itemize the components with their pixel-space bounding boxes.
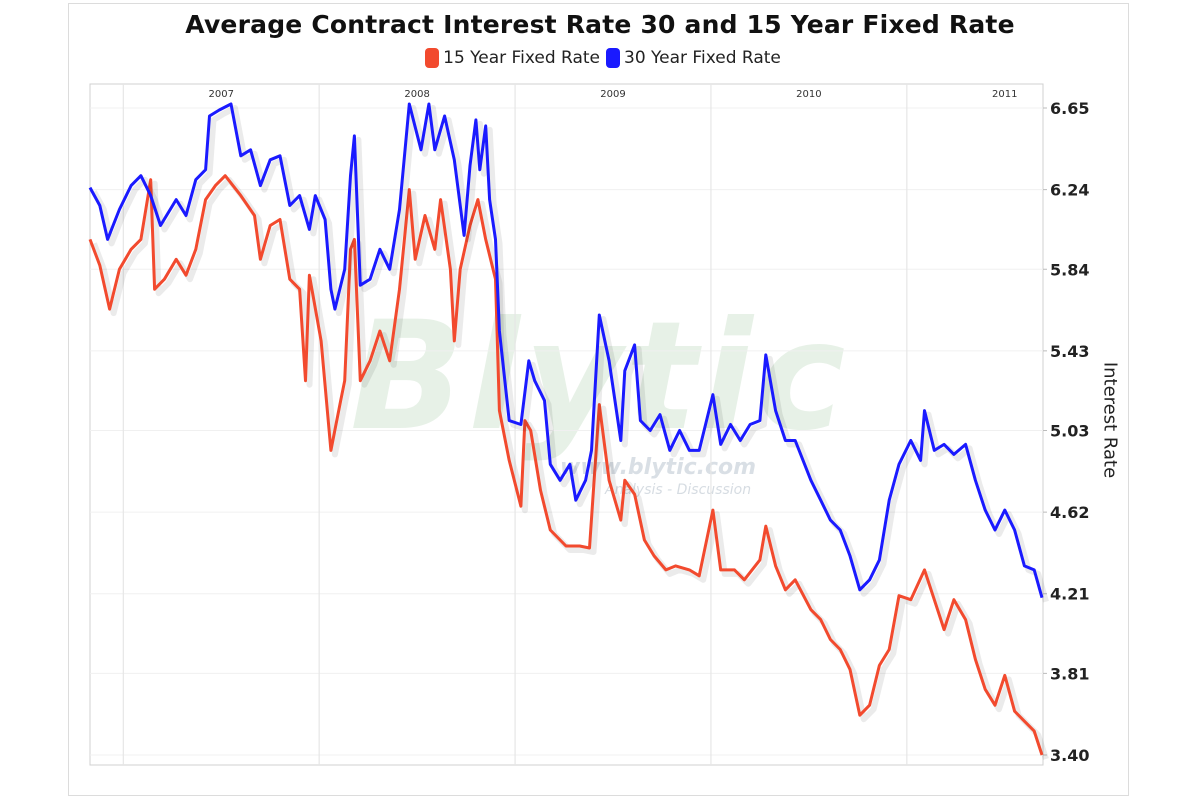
legend-swatch-30-year bbox=[606, 48, 620, 68]
chart-title: Average Contract Interest Rate 30 and 15… bbox=[185, 10, 1015, 39]
legend-swatch-15-year bbox=[425, 48, 440, 68]
legend-label-15-year: 15 Year Fixed Rate bbox=[443, 48, 600, 68]
legend-label-30-year: 30 Year Fixed Rate bbox=[624, 48, 781, 68]
y-tick-label: 5.43 bbox=[1050, 342, 1089, 361]
line-30-year bbox=[88, 102, 1044, 599]
x-tick-label: 2009 bbox=[600, 89, 625, 100]
y-tick-label: 4.21 bbox=[1050, 585, 1089, 604]
legend: 15 Year Fixed Rate 30 Year Fixed Rate bbox=[0, 48, 1200, 68]
y-tick-label: 5.03 bbox=[1050, 422, 1089, 441]
y-tick-label: 6.24 bbox=[1050, 181, 1089, 200]
line-15-year bbox=[88, 174, 1044, 756]
legend-item-15-year[interactable]: 15 Year Fixed Rate bbox=[419, 48, 600, 68]
y-tick-label: 5.84 bbox=[1050, 260, 1089, 279]
plot-border bbox=[89, 83, 1044, 766]
x-tick-label: 2010 bbox=[796, 89, 821, 100]
x-tick-label: 2008 bbox=[404, 89, 429, 100]
series-shadow-1 bbox=[91, 105, 1049, 603]
x-tick-label: 2007 bbox=[209, 89, 234, 100]
watermark-url: www.blytic.com bbox=[560, 455, 757, 480]
y-tick-label: 4.62 bbox=[1050, 503, 1089, 522]
x-tick-label: 2011 bbox=[992, 89, 1017, 100]
legend-item-30-year[interactable]: 30 Year Fixed Rate bbox=[600, 48, 781, 68]
y-axis-label: Interest Rate bbox=[1099, 361, 1121, 479]
watermark-tagline: Analysis - Discussion bbox=[605, 482, 752, 498]
chart-frame bbox=[68, 3, 1129, 796]
y-tick-label: 3.40 bbox=[1050, 746, 1089, 765]
y-tick-label: 6.65 bbox=[1050, 99, 1089, 118]
y-tick-label: 3.81 bbox=[1050, 664, 1089, 683]
